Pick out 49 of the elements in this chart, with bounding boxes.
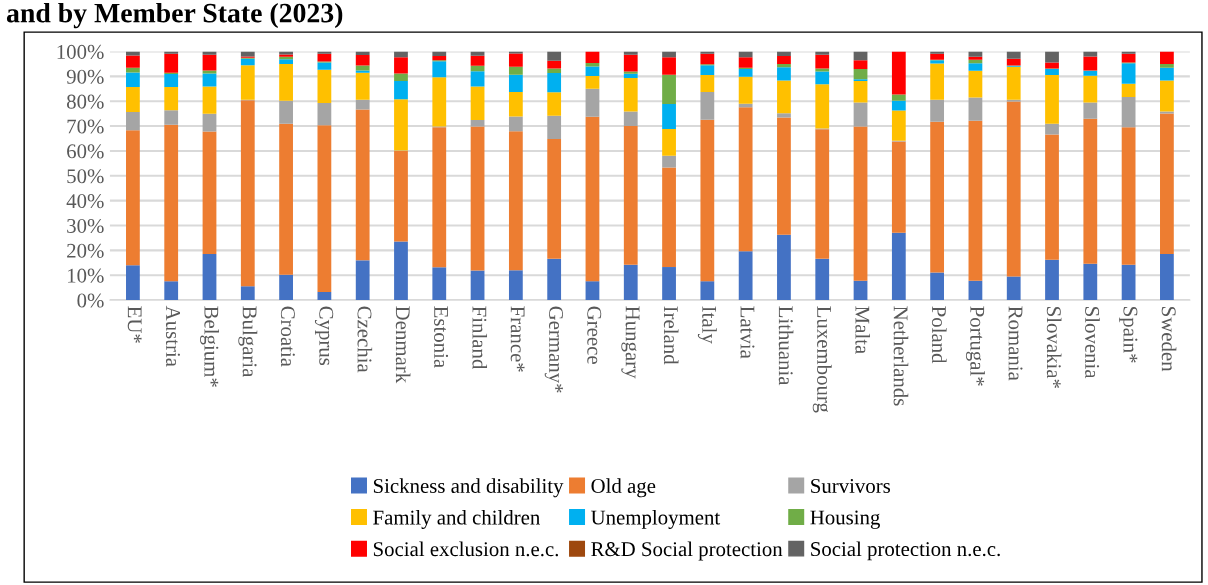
x-tick-label: Latvia (740, 306, 755, 359)
x-tick-label: Portugal* (965, 306, 985, 386)
legend-label: Social protection n.e.c. (811, 541, 1000, 561)
y-tick-label: 10% (68, 268, 104, 283)
x-tick-label: Estonia (434, 306, 449, 368)
x-tick-label: Lithuania (778, 306, 794, 386)
y-tick-label: 80% (66, 94, 104, 109)
x-tick-label: Ireland (663, 306, 679, 365)
y-tick-label: 90% (66, 69, 104, 84)
x-tick-label: Greece (587, 306, 602, 364)
y-tick-label: 100% (57, 44, 104, 59)
x-tick-label: Croatia (280, 306, 295, 367)
x-tick-label: France* (510, 306, 525, 372)
legend-label: Sickness and disability (373, 478, 564, 498)
x-tick-label: EU* (127, 306, 142, 343)
y-tick-label: 30% (67, 218, 104, 234)
y-tick-label: 20% (67, 243, 104, 258)
x-tick-label: Bulgaria (238, 306, 258, 378)
x-tick-label: Hungary (621, 306, 640, 379)
x-tick-label: Netherlands (893, 306, 909, 406)
x-tick-label: Romania (1008, 306, 1023, 381)
chart-title: and by Member State (2023) (6, 2, 343, 29)
x-tick-label: Denmark (395, 306, 411, 384)
x-tick-label: Poland (931, 306, 947, 364)
legend-label: Family and children (373, 509, 541, 529)
legend-label: Survivors (811, 479, 891, 494)
legend-label: Old age (591, 478, 656, 498)
legend-label: R&D Social protection (591, 541, 783, 561)
x-tick-label: Slovenia (1085, 307, 1100, 379)
x-tick-label: Italy (697, 306, 717, 344)
x-tick-label: Sweden (1161, 307, 1177, 372)
x-tick-label: Luxembourg (812, 306, 832, 413)
y-tick-label: 60% (67, 144, 104, 159)
legend-label: Unemployment (591, 509, 721, 529)
x-tick-label: Finland (472, 306, 488, 370)
legend-label: Housing (810, 510, 880, 529)
y-tick-label: 70% (67, 119, 104, 134)
x-tick-label: Cyprus (314, 306, 334, 366)
x-tick-label: Slovakia* (1046, 307, 1062, 388)
x-tick-label: Germany* (544, 306, 564, 393)
y-tick-label: 50% (67, 169, 104, 184)
x-tick-label: Austria (165, 305, 180, 367)
x-tick-label: Malta (855, 306, 870, 354)
y-tick-label: 0% (77, 293, 104, 308)
x-tick-label: Czechia (357, 306, 373, 373)
x-tick-label: Spain* (1119, 307, 1138, 363)
legend-label: Social exclusion n.e.c. (373, 541, 559, 557)
x-tick-label: Belgium* (200, 306, 219, 387)
y-tick-label: 40% (66, 194, 104, 209)
